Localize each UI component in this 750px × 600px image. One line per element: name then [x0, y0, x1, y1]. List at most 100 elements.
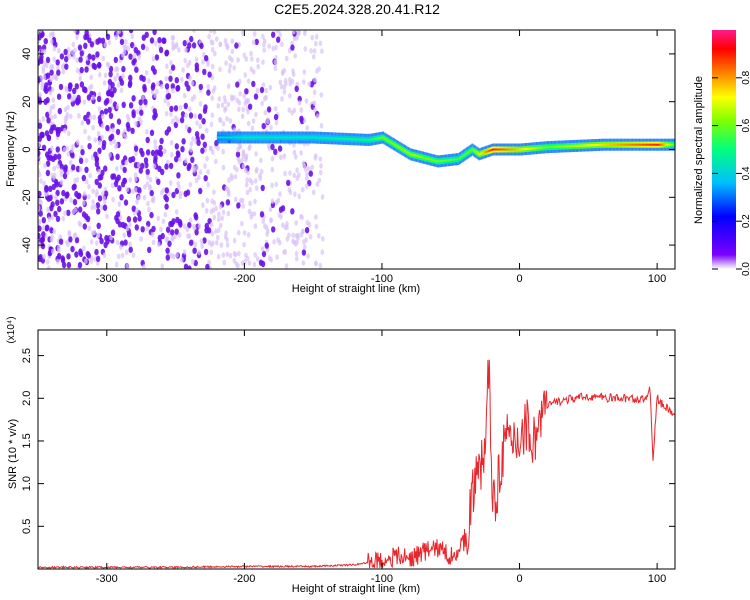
noise-speckle [240, 260, 245, 266]
noise-speckle [166, 92, 172, 100]
noise-speckle [241, 149, 246, 155]
ridge-core [391, 142, 394, 145]
noise-speckle [96, 62, 102, 69]
noise-speckle [115, 66, 120, 72]
x-tick-label: -200 [233, 273, 255, 285]
noise-speckle [124, 39, 128, 45]
noise-speckle [97, 195, 103, 202]
noise-speckle [169, 180, 173, 186]
ridge-core [420, 156, 423, 159]
noise-speckle [202, 68, 207, 76]
noise-speckle [122, 166, 127, 174]
noise-speckle [53, 178, 59, 186]
noise-speckle [250, 125, 255, 131]
ridge-core [284, 136, 287, 139]
noise-speckle [306, 253, 310, 259]
noise-speckle [245, 189, 250, 196]
spectrogram-y-label: Frequency (Hz) [5, 111, 17, 187]
noise-speckle [181, 67, 185, 73]
ridge-core [351, 138, 354, 141]
ridge-core [606, 143, 609, 146]
noise-speckle [72, 198, 78, 206]
noise-speckle [78, 206, 83, 213]
noise-speckle [59, 179, 64, 185]
noise-speckle [157, 241, 161, 248]
noise-speckle [71, 184, 76, 191]
noise-speckle [312, 100, 317, 106]
noise-speckle [49, 64, 53, 71]
noise-speckle [135, 199, 139, 205]
noise-speckle [42, 74, 47, 81]
noise-speckle [198, 169, 203, 175]
noise-speckle [156, 215, 161, 222]
noise-speckle [296, 235, 300, 241]
noise-speckle [297, 100, 302, 106]
noise-speckle [96, 208, 101, 215]
noise-speckle [147, 78, 151, 84]
noise-speckle [87, 183, 91, 190]
noise-speckle [44, 186, 49, 193]
noise-speckle [77, 113, 81, 119]
ridge-core [574, 144, 577, 147]
noise-speckle [66, 261, 72, 269]
noise-speckle [280, 41, 284, 48]
ridge-core [610, 143, 613, 146]
noise-speckle [80, 120, 85, 126]
ridge-core [448, 159, 450, 162]
colorbar-tick-label: 0.6 [741, 118, 750, 132]
noise-speckle [314, 214, 318, 220]
noise-speckle [290, 208, 295, 215]
noise-speckle [116, 118, 122, 125]
ridge-core [406, 151, 409, 154]
noise-speckle [218, 117, 223, 124]
noise-speckle [187, 42, 192, 49]
noise-speckle [221, 209, 226, 216]
noise-speckle [305, 183, 309, 189]
noise-speckle [38, 122, 43, 129]
noise-speckle [210, 95, 215, 101]
noise-speckle [50, 234, 54, 240]
noise-speckle [137, 187, 142, 194]
noise-speckle [95, 202, 101, 209]
noise-speckle [259, 157, 263, 164]
ridge-core [223, 136, 226, 139]
ridge-core [336, 137, 339, 140]
noise-speckle [270, 143, 275, 151]
noise-speckle [180, 256, 184, 263]
noise-speckle [67, 53, 72, 60]
y-tick-label: 2.5 [21, 348, 33, 363]
ridge-core [384, 138, 387, 141]
noise-speckle [225, 43, 230, 49]
noise-speckle [168, 68, 173, 75]
noise-speckle [175, 216, 180, 224]
noise-speckle [293, 53, 298, 59]
noise-speckle [201, 59, 205, 65]
noise-speckle [309, 48, 313, 54]
noise-speckle [163, 211, 168, 218]
noise-speckle [139, 109, 144, 116]
ridge-core [410, 153, 413, 156]
noise-speckle [246, 232, 251, 238]
noise-speckle [313, 77, 317, 83]
ridge-core [437, 160, 439, 163]
noise-speckle [263, 109, 268, 116]
noise-speckle [171, 87, 175, 94]
noise-speckle [123, 199, 129, 206]
noise-speckle [192, 247, 197, 254]
noise-speckle [43, 38, 48, 45]
noise-speckle [124, 249, 129, 255]
ridge-core [618, 143, 621, 146]
ridge-core [416, 155, 419, 158]
noise-speckle [221, 121, 226, 127]
ridge-core [307, 136, 310, 139]
noise-speckle [102, 80, 107, 86]
noise-speckle [241, 163, 246, 169]
noise-speckle [241, 30, 245, 36]
noise-speckle [115, 217, 120, 225]
ridge-core [380, 136, 383, 139]
noise-speckle [140, 162, 145, 170]
noise-speckle [300, 186, 305, 193]
ridge-core [522, 148, 525, 151]
noise-speckle [153, 158, 158, 165]
noise-speckle [192, 30, 196, 33]
